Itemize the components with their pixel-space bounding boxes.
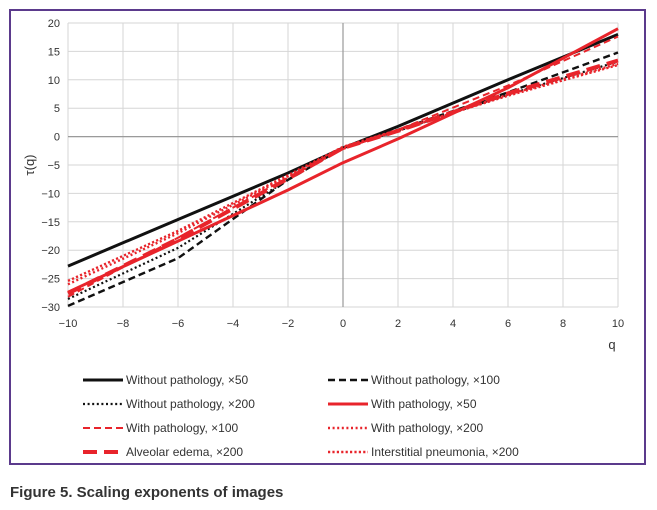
series-line-5: [67, 35, 619, 298]
x-tick-label: −10: [59, 318, 78, 330]
y-tick-label: −5: [47, 160, 60, 172]
legend: Without pathology, ×50 Without pathology,…: [83, 373, 519, 459]
legend-item-6: With pathology, ×200: [328, 421, 484, 435]
x-tick-labels: −10 −8 −6 −4 −2 0 2 4 6 8 10: [59, 318, 624, 330]
x-tick-label: −4: [227, 318, 240, 330]
y-tick-label: 10: [48, 75, 60, 87]
legend-label: Without pathology, ×100: [371, 373, 500, 387]
x-axis-label: q: [608, 337, 615, 352]
y-tick-label: −20: [41, 245, 60, 257]
y-tick-label: 15: [48, 46, 60, 58]
legend-label: With pathology, ×100: [126, 421, 239, 435]
legend-label: Alveolar edema, ×200: [126, 445, 243, 459]
y-tick-label: 5: [54, 103, 60, 115]
legend-item-8: Interstitial pneumonia, ×200: [328, 445, 519, 459]
x-tick-label: 6: [505, 318, 511, 330]
y-tick-label: −15: [41, 217, 60, 229]
legend-label: Without pathology, ×50: [126, 373, 249, 387]
y-axis-label: τ(q): [22, 154, 37, 175]
y-tick-label: −10: [41, 188, 60, 200]
legend-item-1: Without pathology, ×50: [83, 373, 249, 387]
y-tick-labels: 20 15 10 5 0 −5 −10 −15 −20 −25 −30: [41, 18, 60, 314]
x-tick-label: 4: [450, 318, 456, 330]
figure-frame: −10 −8 −6 −4 −2 0 2 4 6 8 10 20 15 10 5 0 −5 −10 −15 −20 −2…: [9, 9, 646, 465]
legend-item-5: With pathology, ×100: [83, 421, 239, 435]
legend-item-3: Without pathology, ×200: [83, 397, 255, 411]
series-line-6: [67, 62, 619, 286]
series-line-7: [67, 58, 619, 296]
legend-item-7: Alveolar edema, ×200: [83, 445, 243, 459]
y-tick-label: −30: [41, 302, 60, 314]
x-tick-label: −8: [117, 318, 130, 330]
series-lines: [67, 27, 619, 308]
legend-item-2: Without pathology, ×100: [328, 373, 500, 387]
legend-label: Without pathology, ×200: [126, 397, 255, 411]
legend-label: Interstitial pneumonia, ×200: [371, 445, 519, 459]
x-tick-label: −6: [172, 318, 185, 330]
x-tick-label: 8: [560, 318, 566, 330]
x-tick-label: 0: [340, 318, 346, 330]
axes: [68, 23, 618, 307]
figure-caption: Figure 5. Scaling exponents of images: [10, 484, 284, 501]
legend-label: With pathology, ×200: [371, 421, 484, 435]
y-tick-label: 20: [48, 18, 60, 30]
y-tick-label: 0: [54, 132, 60, 144]
legend-label: With pathology, ×50: [371, 397, 477, 411]
x-tick-label: 10: [612, 318, 624, 330]
y-tick-label: −25: [41, 274, 60, 286]
chart-svg: −10 −8 −6 −4 −2 0 2 4 6 8 10 20151050−5−10−15−20−2…: [22, 18, 624, 459]
legend-item-4: With pathology, ×50: [328, 397, 477, 411]
series-line-8: [67, 63, 619, 282]
series-line-4: [67, 27, 619, 294]
x-tick-label: 2: [395, 318, 401, 330]
x-tick-label: −2: [282, 318, 295, 330]
